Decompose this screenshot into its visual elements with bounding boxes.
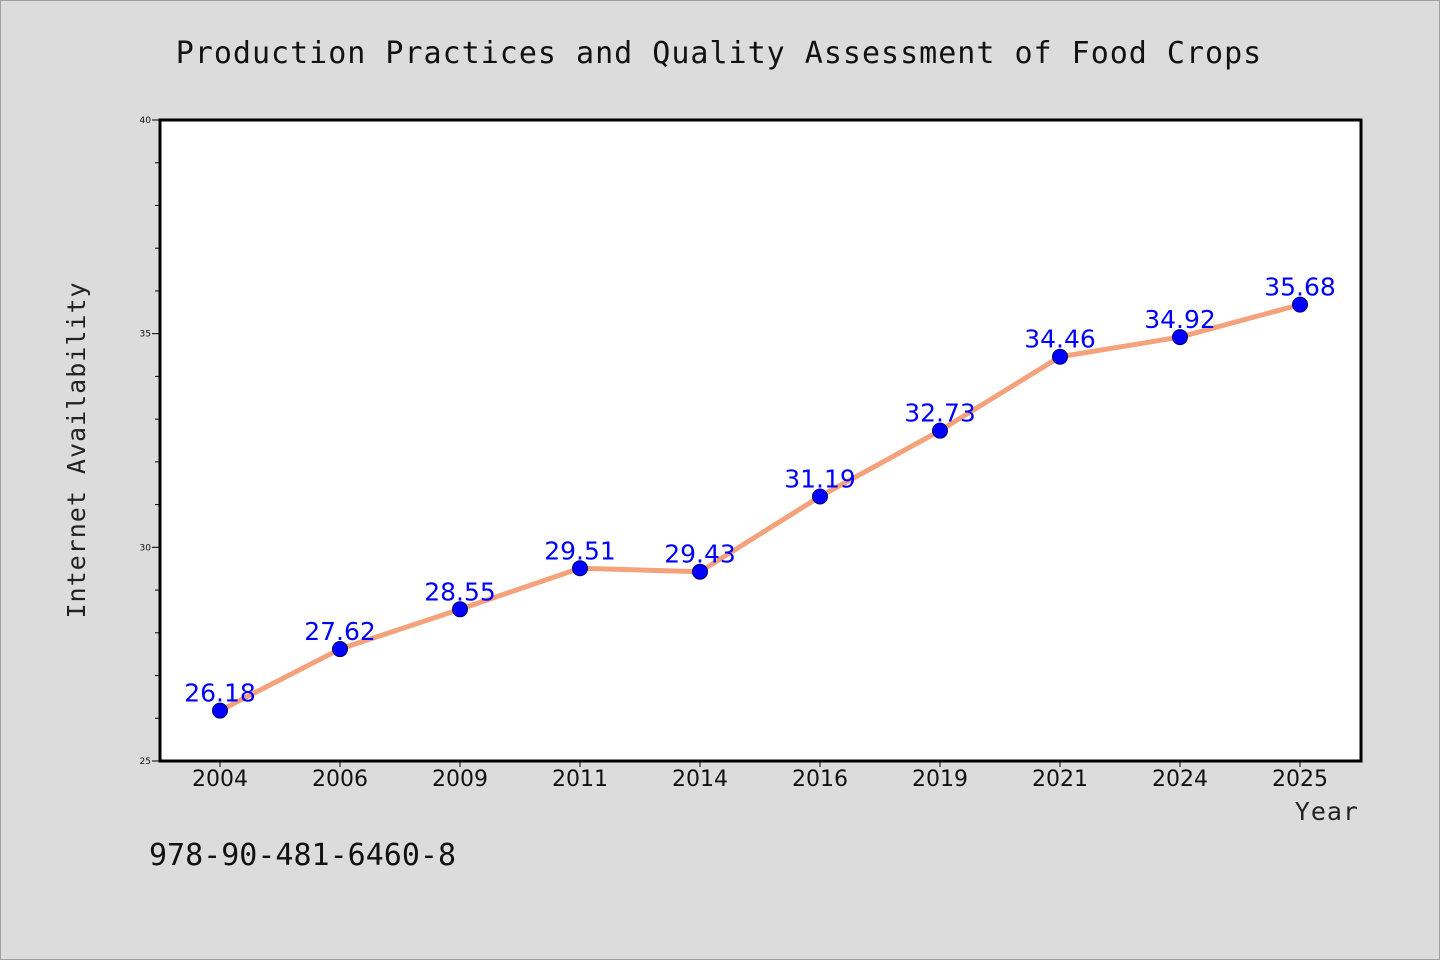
x-tick-label: 2019 [912, 767, 968, 792]
chart-title: Production Practices and Quality Assessm… [176, 36, 1263, 71]
data-point [332, 641, 348, 658]
y-axis-label: Internet Availability [62, 281, 91, 618]
x-tick-label: 2014 [672, 767, 728, 792]
isbn-annotation: 978-90-481-6460-8 [149, 838, 456, 873]
data-point [812, 488, 828, 505]
data-label: 29.43 [664, 540, 736, 569]
series-line-group [217, 302, 1303, 714]
y-tick-label: 35 [140, 330, 151, 340]
x-tick-label: 2004 [192, 767, 248, 792]
x-tick-label: 2009 [432, 767, 488, 792]
y-tick-label: 40 [140, 116, 152, 126]
x-tick-label: 2016 [792, 767, 848, 792]
data-label: 28.55 [424, 577, 496, 606]
data-label: 29.51 [544, 536, 616, 565]
x-tick-label: 2025 [1272, 767, 1328, 792]
y-axis-ticks: 25 30 35 40 [140, 116, 160, 767]
data-point [452, 601, 468, 618]
data-label: 26.18 [184, 679, 256, 708]
data-label: 34.92 [1144, 305, 1216, 334]
data-point [1292, 296, 1308, 313]
data-label: 34.46 [1024, 325, 1096, 354]
data-point [1172, 329, 1188, 346]
x-tick-label: 2021 [1032, 767, 1088, 792]
data-markers [212, 296, 1308, 719]
x-axis-label: Year [1295, 797, 1359, 826]
data-labels: 26.18 27.62 28.55 29.51 29.43 31.19 32.73 34.46… [184, 273, 1336, 708]
data-point [572, 560, 588, 577]
plot-area [158, 118, 1363, 763]
series-line [217, 302, 1303, 714]
data-label: 31.19 [784, 464, 856, 493]
data-point [692, 563, 708, 580]
data-label: 35.68 [1264, 273, 1336, 302]
y-tick-label: 25 [140, 757, 151, 767]
x-tick-label: 2006 [312, 767, 368, 792]
x-tick-label: 2024 [1152, 767, 1208, 792]
data-point [932, 422, 948, 439]
data-point [212, 702, 228, 719]
y-tick-label: 30 [140, 543, 152, 553]
data-label: 32.73 [904, 399, 976, 428]
data-point [1052, 348, 1068, 365]
x-axis-ticks: 2004 2006 2009 2011 2014 2016 2019 2021 2024 2025 [192, 761, 1328, 792]
data-label: 27.62 [304, 617, 376, 646]
x-tick-label: 2011 [552, 767, 608, 792]
